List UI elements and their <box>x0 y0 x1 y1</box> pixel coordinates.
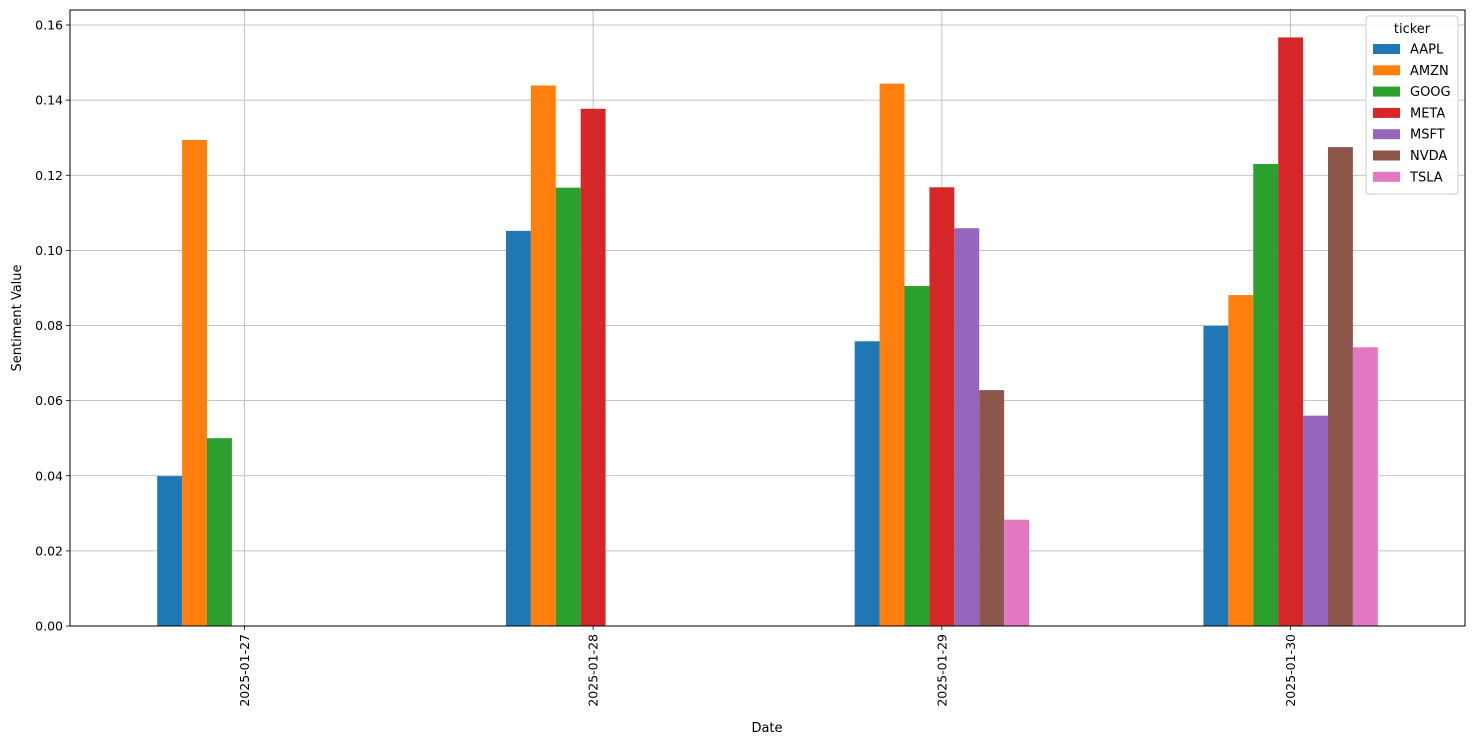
x-tick-label: 2025-01-30 <box>1283 634 1298 707</box>
bar-amzn-2025-01-30 <box>1228 295 1254 626</box>
y-tick-label: 0.12 <box>35 168 63 183</box>
x-tick-label: 2025-01-28 <box>586 634 601 707</box>
legend-title: ticker <box>1394 22 1431 37</box>
legend-swatch-msft <box>1373 129 1400 140</box>
legend-swatch-goog <box>1373 86 1400 97</box>
x-tick-label: 2025-01-27 <box>237 634 252 707</box>
bar-nvda-2025-01-30 <box>1327 147 1353 626</box>
legend-label-msft: MSFT <box>1410 128 1445 143</box>
bar-aapl-2025-01-28 <box>505 230 531 627</box>
bar-meta-2025-01-30 <box>1278 37 1304 627</box>
axes: 0.00 0.02 0.04 0.06 0.08 0.10 0.12 0.14 0.16 2025… <box>35 9 1466 707</box>
y-tick-label: 0.06 <box>35 393 63 408</box>
y-tick-label: 0.00 <box>35 619 63 634</box>
x-tick-label: 2025-01-29 <box>934 634 949 707</box>
bar-tsla-2025-01-29 <box>1004 519 1030 626</box>
bar-msft-2025-01-29 <box>954 228 980 627</box>
bar-goog-2025-01-29 <box>904 286 930 626</box>
y-tick-label: 0.04 <box>35 468 63 483</box>
y-tick-label: 0.16 <box>35 18 63 33</box>
bar-nvda-2025-01-29 <box>979 390 1005 626</box>
x-axis-label: Date <box>751 721 782 736</box>
legend-swatch-meta <box>1373 107 1400 118</box>
bars <box>157 37 1378 627</box>
plot-frame <box>69 9 1466 627</box>
legend: ticker AAPL AMZN GOOG META MSFT NVDA TSLA <box>1365 15 1459 195</box>
bar-goog-2025-01-28 <box>555 187 581 626</box>
bar-aapl-2025-01-29 <box>854 341 880 626</box>
y-tick-label: 0.08 <box>35 318 63 333</box>
legend-swatch-amzn <box>1373 65 1400 76</box>
bar-meta-2025-01-29 <box>929 187 955 626</box>
legend-label-nvda: NVDA <box>1410 149 1447 164</box>
bar-msft-2025-01-30 <box>1303 415 1328 626</box>
legend-swatch-nvda <box>1373 150 1400 161</box>
bar-amzn-2025-01-29 <box>879 83 905 627</box>
y-tick-label: 0.02 <box>35 543 63 558</box>
legend-swatch-aapl <box>1373 44 1400 54</box>
bar-aapl-2025-01-30 <box>1203 325 1229 626</box>
bar-aapl-2025-01-27 <box>157 476 183 626</box>
legend-swatch-tsla <box>1373 171 1400 182</box>
legend-label-meta: META <box>1410 106 1445 121</box>
y-tick-label: 0.10 <box>35 243 63 258</box>
y-tick-label: 0.14 <box>35 93 63 108</box>
legend-label-amzn: AMZN <box>1410 64 1449 79</box>
legend-label-goog: GOOG <box>1410 85 1451 100</box>
bar-meta-2025-01-28 <box>580 108 606 627</box>
legend-box <box>1365 15 1459 195</box>
y-axis-label: Sentiment Value <box>10 264 25 371</box>
bar-amzn-2025-01-27 <box>182 139 208 626</box>
bar-goog-2025-01-30 <box>1253 164 1279 626</box>
bar-tsla-2025-01-30 <box>1352 347 1378 626</box>
legend-label-tsla: TSLA <box>1409 170 1443 185</box>
bar-amzn-2025-01-28 <box>530 85 556 626</box>
legend-label-aapl: AAPL <box>1410 43 1444 58</box>
bar-goog-2025-01-27 <box>207 438 232 626</box>
